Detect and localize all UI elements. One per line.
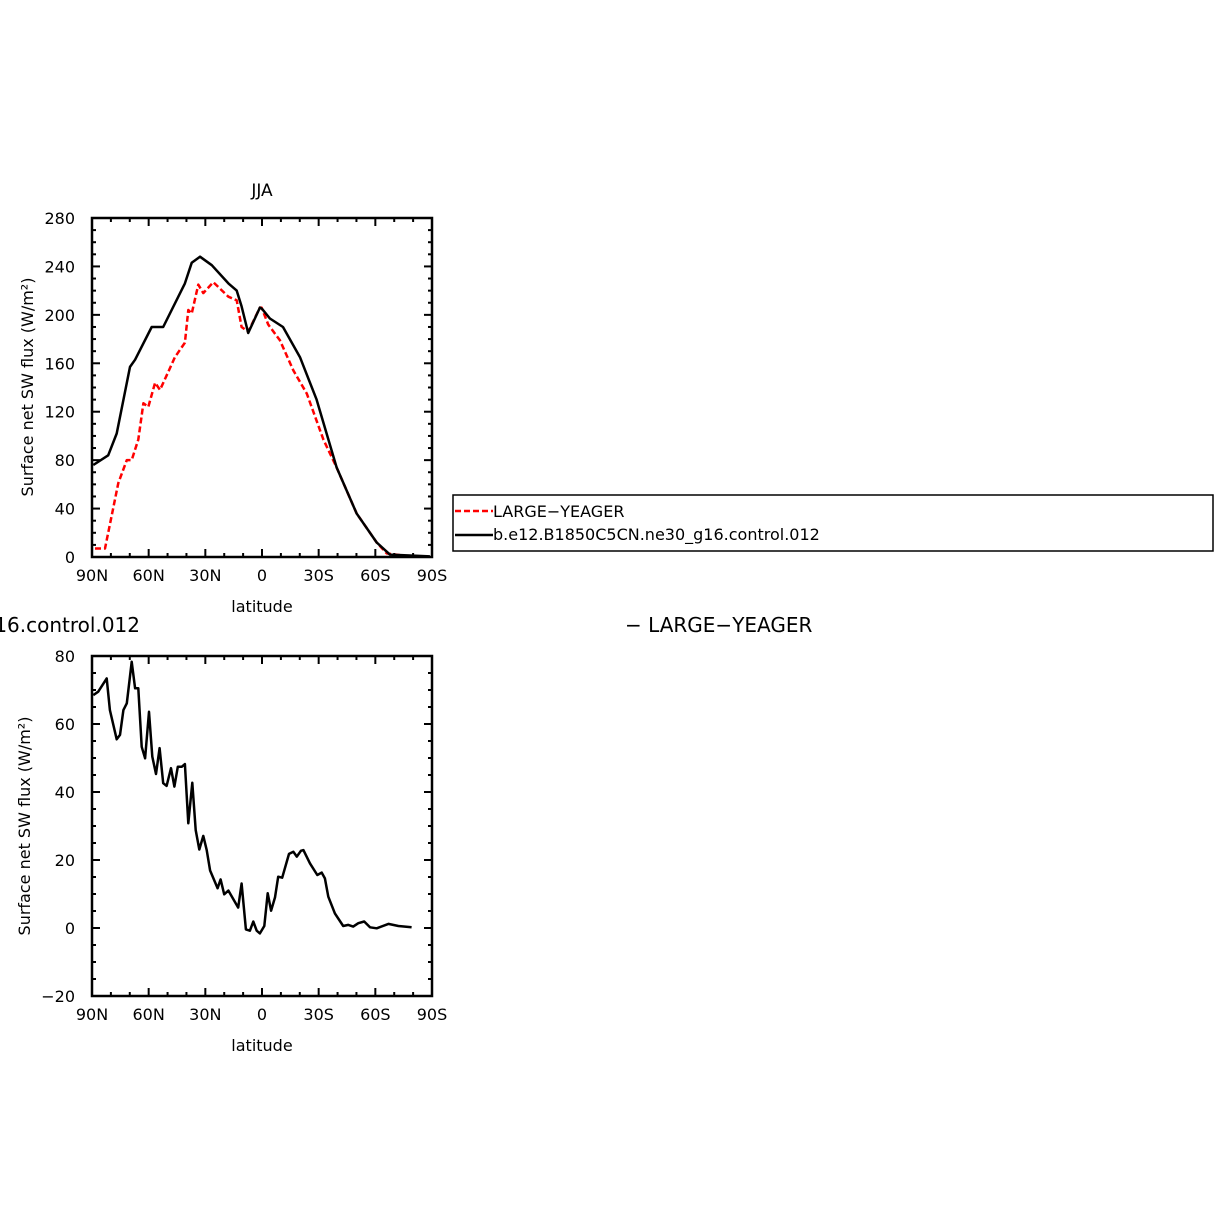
y-tick-label: 120 <box>44 403 75 422</box>
chart1-title: JJA <box>250 181 273 201</box>
x-tick-label: 60S <box>360 566 391 585</box>
legend-label-large-yeager: LARGE−YEAGER <box>493 502 624 521</box>
legend: LARGE−YEAGER b.e12.B1850C5CN.ne30_g16.co… <box>452 494 1214 552</box>
plot-frame <box>90 654 434 998</box>
x-tick-label: 30N <box>189 566 221 585</box>
y-tick-label: 40 <box>55 500 75 519</box>
y-tick-label: 160 <box>44 354 75 373</box>
series-line-0 <box>95 280 410 558</box>
chart2-title: b.e12.B1850C5CN.ne30_g16.control.012 <box>0 613 140 637</box>
y-tick-label: 80 <box>55 451 75 470</box>
chart2-xlabel: latitude <box>231 1036 292 1055</box>
y-tick-label: 0 <box>65 919 75 938</box>
chart2-ylabel: Surface net SW flux (W/m²) <box>15 717 34 936</box>
x-tick-label: 60N <box>133 566 165 585</box>
y-tick-label: 280 <box>44 209 75 228</box>
plot-2: 90N 60N 30N 0 30S 60S 90S −20 0 20 40 60 80 <box>41 647 447 1024</box>
y-tick-label: 200 <box>44 306 75 325</box>
y-tick-label: −20 <box>41 987 75 1006</box>
x-tick-label: 60S <box>360 1005 391 1024</box>
x-tick-label: 90S <box>417 1005 448 1024</box>
x-tick-label: 30S <box>303 1005 334 1024</box>
y-tick-label: 0 <box>65 548 75 567</box>
x-tick-label: 90N <box>76 1005 108 1024</box>
x-tick-label: 90N <box>76 566 108 585</box>
x-tick-label: 90S <box>417 566 448 585</box>
y-tick-label: 240 <box>44 257 75 276</box>
series-line-0 <box>92 660 412 935</box>
x-tick-label: 0 <box>257 566 267 585</box>
legend-box <box>452 494 1214 552</box>
y-tick-label: 20 <box>55 851 75 870</box>
x-tick-label: 60N <box>133 1005 165 1024</box>
y-tick-label: 60 <box>55 715 75 734</box>
plot-1: 90N 60N 30N 0 30S 60S 90S 0 40 80 120 160 200 240 280 <box>44 209 447 585</box>
legend-label-control: b.e12.B1850C5CN.ne30_g16.control.012 <box>493 525 820 545</box>
chart1-ylabel: Surface net SW flux (W/m²) <box>18 278 37 497</box>
chart1-xlabel: latitude <box>231 597 292 616</box>
x-tick-label: 30N <box>189 1005 221 1024</box>
x-tick-label: 0 <box>257 1005 267 1024</box>
series-line-1 <box>92 255 430 558</box>
chart2-title-suffix: − LARGE−YEAGER <box>625 613 813 637</box>
y-tick-label: 40 <box>55 783 75 802</box>
plot-frame <box>90 216 434 559</box>
y-tick-label: 80 <box>55 647 75 666</box>
x-tick-label: 30S <box>303 566 334 585</box>
